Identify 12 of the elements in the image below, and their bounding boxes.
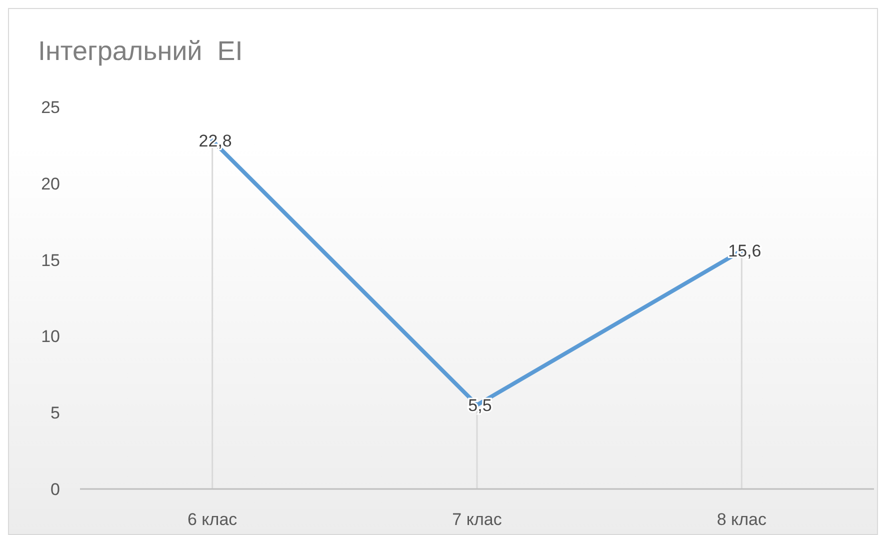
y-tick-label: 20: [41, 174, 60, 194]
x-tick-label: 8 клас: [716, 510, 768, 529]
y-tick-label: 5: [50, 404, 60, 423]
data-label: 22,8: [198, 132, 232, 151]
y-tick-label: 10: [41, 327, 60, 346]
x-tick-label: 7 клас: [452, 510, 502, 529]
data-label: 15,6: [728, 242, 762, 261]
y-tick-label: 0: [50, 480, 60, 499]
x-tick-label: 6 клас: [187, 510, 238, 529]
chart-title: Інтегральний EI: [38, 36, 243, 66]
y-tick-label: 25: [41, 98, 60, 117]
y-tick-label: 15: [41, 250, 60, 270]
